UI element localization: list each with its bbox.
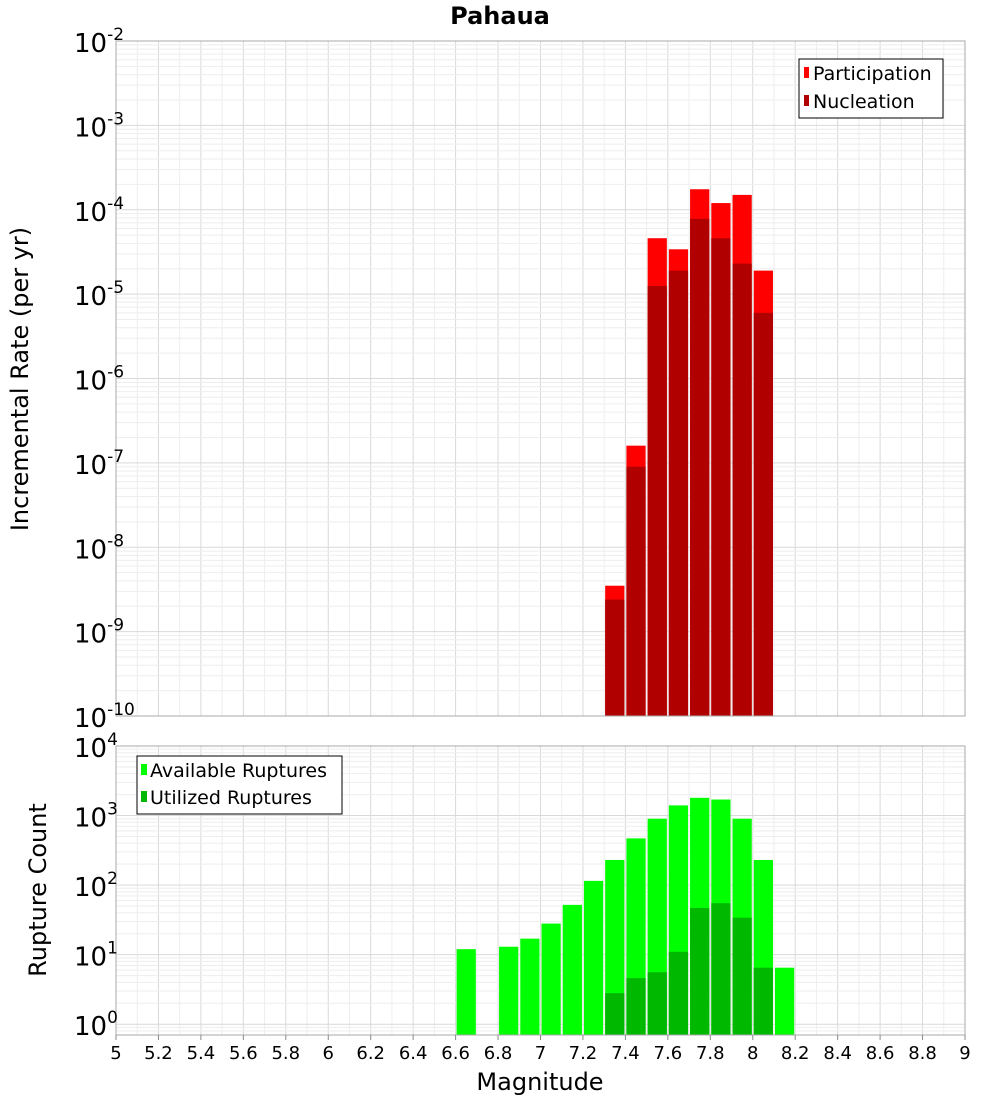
x-tick-label: 6.6	[441, 1043, 470, 1064]
y-tick-label: 103	[74, 800, 118, 834]
utilized-ruptures-bar	[626, 978, 646, 1035]
y-tick-exponent: -10	[107, 700, 135, 720]
utilized-ruptures-bar	[605, 993, 625, 1035]
available-legend-label: Available Ruptures	[150, 760, 327, 782]
rate-bars	[605, 189, 773, 717]
available-ruptures-bar	[541, 923, 561, 1035]
nucleation-bar	[690, 218, 710, 716]
utilized-ruptures-bar	[753, 967, 773, 1035]
nucleation-bar	[732, 263, 752, 716]
y-tick-label: 101	[74, 939, 118, 973]
available-legend-swatch	[141, 764, 147, 775]
nucleation-legend-label: Nucleation	[813, 91, 915, 113]
y-tick-label: 10-6	[74, 363, 124, 397]
x-tick-label: 7.4	[611, 1043, 640, 1064]
nucleation-bar	[605, 599, 625, 716]
nucleation-bar	[647, 285, 667, 716]
y-tick-label: 10-9	[74, 616, 124, 650]
x-tick-label: 6.4	[399, 1043, 428, 1064]
nucleation-bar	[626, 466, 646, 716]
utilized-ruptures-bar	[647, 972, 667, 1035]
x-tick-label: 6.8	[484, 1043, 513, 1064]
count-bars	[456, 797, 795, 1035]
y-tick-exponent: -7	[107, 447, 124, 467]
y-tick-exponent: -5	[107, 278, 124, 298]
x-tick-label: 7	[535, 1043, 546, 1064]
y-tick-exponent: -9	[107, 616, 124, 636]
count-legend-box	[136, 755, 343, 815]
y-tick-label: 102	[74, 869, 118, 903]
participation-legend-label: Participation	[813, 63, 932, 85]
rate-y-axis-label: Incremental Rate (per yr)	[6, 227, 34, 531]
y-tick-label: 10-2	[74, 25, 124, 59]
x-tick-label: 5.4	[187, 1043, 216, 1064]
x-tick-label: 5.2	[144, 1043, 173, 1064]
available-ruptures-bar	[605, 859, 625, 1035]
y-tick-exponent: -4	[107, 194, 124, 214]
y-tick-label: 10-3	[74, 109, 124, 143]
y-tick-exponent: -8	[107, 531, 124, 551]
rate-grid	[116, 41, 965, 716]
nucleation-bar	[753, 312, 773, 716]
utilized-legend-swatch	[141, 791, 147, 802]
y-tick-exponent: 2	[107, 869, 118, 889]
y-tick-label: 10-7	[74, 447, 124, 481]
y-tick-label: 100	[74, 1008, 118, 1042]
participation-legend-swatch	[804, 67, 809, 78]
available-ruptures-bar	[562, 904, 582, 1035]
count-legend: Available Ruptures Utilized Ruptures	[136, 755, 343, 815]
x-tick-label: 6	[323, 1043, 334, 1064]
y-tick-label: 10-10	[74, 700, 135, 734]
x-tick-label: 8	[747, 1043, 758, 1064]
x-tick-label: 8.8	[908, 1043, 937, 1064]
available-ruptures-bar	[583, 880, 604, 1035]
rate-panel: 10-10 10-9 10-8 10-7 10-6 10-5 10-4 10-3 10-2 In…	[6, 25, 966, 734]
x-tick-label: 8.4	[823, 1043, 852, 1064]
available-ruptures-bar	[774, 967, 795, 1035]
count-y-axis-label: Rupture Count	[24, 803, 52, 977]
utilized-ruptures-bar	[668, 951, 689, 1035]
x-tick-label: 6.2	[356, 1043, 385, 1064]
y-tick-exponent: 0	[107, 1008, 118, 1028]
y-tick-exponent: 1	[107, 939, 118, 959]
utilized-ruptures-bar	[732, 917, 752, 1035]
x-tick-label: 8.6	[866, 1043, 895, 1064]
y-tick-exponent: -2	[107, 25, 124, 45]
available-ruptures-bar	[499, 946, 519, 1035]
x-axis-ticks: 5 5.2 5.4 5.6 5.8 6 6.2 6.4 6.6 6.8 7 7.2 7.4 7.6 7.8 8…	[110, 1035, 971, 1064]
utilized-ruptures-bar	[711, 903, 731, 1035]
utilized-ruptures-bar	[690, 907, 710, 1035]
available-ruptures-bar	[456, 949, 476, 1035]
x-tick-label: 7.2	[569, 1043, 598, 1064]
x-tick-label: 8.2	[781, 1043, 810, 1064]
y-tick-label: 10-5	[74, 278, 124, 312]
y-tick-label: 10-8	[74, 531, 124, 565]
nucleation-legend-swatch	[804, 95, 809, 106]
y-tick-exponent: 3	[107, 800, 118, 820]
rate-legend: Participation Nucleation	[798, 58, 944, 119]
rate-legend-box	[798, 58, 944, 119]
nucleation-bar	[668, 270, 689, 716]
chart-title: Pahaua	[450, 2, 550, 30]
y-tick-exponent: 4	[107, 730, 118, 750]
rate-plot-frame	[115, 40, 966, 717]
available-ruptures-bar	[520, 938, 540, 1035]
x-tick-label: 5.8	[271, 1043, 300, 1064]
y-tick-label: 104	[74, 730, 118, 764]
rate-y-ticks: 10-10 10-9 10-8 10-7 10-6 10-5 10-4 10-3 10-2	[74, 25, 135, 734]
x-tick-label: 7.6	[654, 1043, 683, 1064]
x-tick-label: 5	[110, 1043, 121, 1064]
x-axis-label: Magnitude	[476, 1068, 603, 1096]
x-tick-label: 9	[959, 1043, 970, 1064]
y-tick-label: 10-4	[74, 194, 124, 228]
y-tick-exponent: -6	[107, 363, 124, 383]
x-tick-label: 5.6	[229, 1043, 258, 1064]
x-tick-label: 7.8	[696, 1043, 725, 1064]
y-tick-exponent: -3	[107, 109, 124, 129]
nucleation-bar	[711, 238, 731, 716]
utilized-legend-label: Utilized Ruptures	[150, 787, 312, 809]
